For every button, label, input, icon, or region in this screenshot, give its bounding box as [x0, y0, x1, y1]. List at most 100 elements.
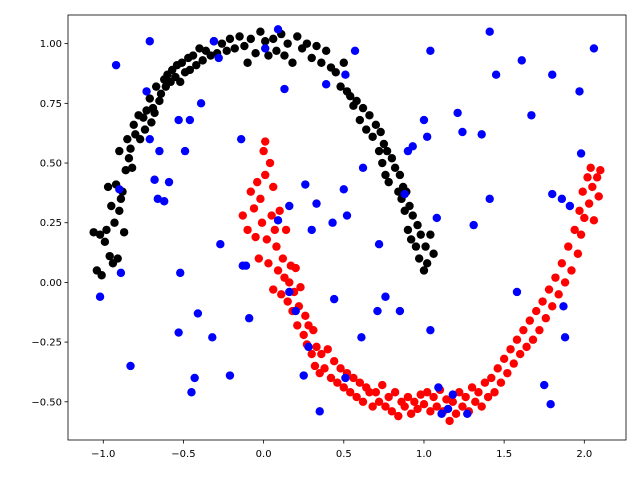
scatter-point — [362, 125, 371, 134]
scatter-point — [326, 373, 336, 383]
scatter-point — [116, 194, 126, 204]
scatter-point — [139, 113, 148, 122]
scatter-point — [368, 402, 377, 411]
scatter-point — [100, 237, 110, 247]
scatter-point — [123, 134, 132, 144]
scatter-point — [192, 60, 201, 70]
scatter-point — [422, 132, 432, 141]
scatter-point — [527, 111, 536, 120]
y-axis: −0.50 −0.25 0.00 0.25 0.50 0.75 1.00 — [31, 39, 68, 408]
scatter-point — [156, 89, 166, 98]
scatter-point — [559, 302, 568, 311]
scatter-point — [257, 218, 267, 227]
scatter-point — [376, 127, 385, 137]
scatter-point — [342, 211, 352, 220]
scatter-point — [147, 118, 156, 127]
scatter-point — [355, 378, 365, 387]
scatter-point — [307, 53, 316, 63]
scatter-point — [230, 44, 239, 53]
scatter-point — [405, 201, 414, 211]
scatter-point — [115, 146, 124, 156]
scatter-point — [288, 58, 297, 67]
scatter-point — [105, 251, 114, 261]
scatter-point — [381, 402, 390, 411]
scatter-point — [578, 187, 587, 196]
scatter-point — [243, 58, 252, 67]
scatter-point — [586, 163, 595, 173]
scatter-point — [269, 182, 278, 192]
scatter-point — [208, 333, 217, 342]
scatter-point — [374, 397, 384, 406]
scatter-point — [185, 65, 195, 75]
scatter-point — [426, 325, 435, 335]
scatter-point — [238, 211, 247, 220]
scatter-point — [371, 120, 381, 130]
scatter-point — [309, 325, 318, 335]
points-layer — [89, 25, 605, 426]
scatter-point — [408, 142, 417, 151]
scatter-point — [349, 373, 358, 383]
scatter-point — [567, 266, 576, 275]
scatter-point — [317, 58, 326, 67]
scatter-point — [262, 235, 272, 244]
scatter-point — [458, 127, 467, 137]
scatter-point — [461, 392, 470, 402]
scatter-point — [445, 416, 454, 426]
scatter-point — [421, 242, 430, 251]
scatter-point — [307, 225, 316, 235]
scatter-point — [261, 137, 270, 146]
scatter-point — [503, 368, 512, 378]
scatter-point — [416, 230, 425, 239]
scatter-point — [395, 306, 405, 316]
scatter-point — [243, 225, 252, 235]
scatter-point — [358, 397, 368, 406]
scatter-point — [293, 321, 302, 330]
scatter-point — [382, 146, 392, 156]
scatter-point — [235, 32, 244, 41]
scatter-point — [448, 390, 458, 399]
scatter-point — [124, 154, 134, 163]
scatter-point — [548, 70, 557, 79]
y-tick-label: 0.00 — [40, 278, 62, 289]
scatter-point — [560, 333, 570, 342]
scatter-point — [584, 199, 594, 208]
scatter-point — [458, 402, 467, 411]
scatter-point — [115, 185, 124, 194]
scatter-point — [113, 254, 122, 263]
scatter-point — [394, 411, 403, 421]
scatter-point — [95, 292, 105, 301]
scatter-point — [236, 134, 246, 144]
scatter-point — [285, 278, 294, 287]
scatter-point — [416, 390, 425, 399]
x-tick-label: −0.5 — [171, 449, 195, 460]
scatter-point — [126, 361, 135, 371]
scatter-point — [270, 225, 280, 235]
scatter-point — [259, 146, 268, 156]
scatter-point — [384, 177, 393, 187]
scatter-point — [557, 194, 567, 204]
scatter-point — [410, 397, 419, 406]
scatter-point — [426, 46, 435, 56]
scatter-point — [261, 170, 270, 180]
scatter-point — [283, 39, 292, 48]
scatter-point — [422, 388, 432, 397]
scatter-point — [588, 182, 597, 192]
scatter-point — [493, 364, 502, 373]
scatter-point — [265, 158, 275, 168]
scatter-point — [190, 373, 199, 383]
scatter-point — [153, 194, 162, 204]
scatter-point — [432, 402, 441, 411]
scatter-point — [273, 25, 283, 34]
scatter-point — [293, 32, 302, 41]
scatter-point — [142, 106, 151, 115]
scatter-point — [320, 364, 329, 373]
scatter-point — [317, 349, 326, 359]
scatter-point — [390, 163, 400, 173]
scatter-point — [97, 271, 106, 280]
scatter-point — [315, 407, 324, 416]
x-tick-label: 0.5 — [336, 449, 352, 460]
scatter-point — [278, 254, 288, 263]
scatter-point — [126, 144, 135, 153]
scatter-point — [301, 180, 310, 189]
scatter-point — [155, 96, 164, 106]
